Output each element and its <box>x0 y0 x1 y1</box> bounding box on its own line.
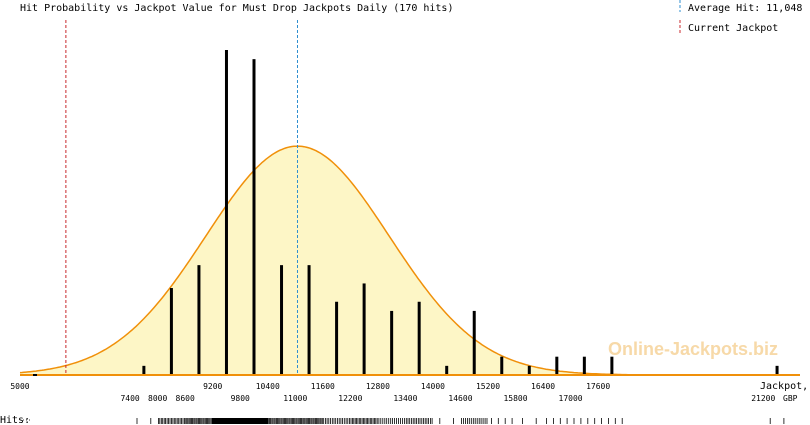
bar-8900 <box>197 265 201 375</box>
bar-11300 <box>307 265 311 375</box>
hits-label: Hits: <box>0 415 30 425</box>
tick-label-9800: 9800 <box>231 394 250 403</box>
bar-11900 <box>335 301 339 375</box>
tick-label-17000: 17000 <box>559 394 583 403</box>
bar-12500 <box>362 283 366 375</box>
tick-label-11600: 11600 <box>311 382 335 391</box>
tick-label-15200: 15200 <box>476 382 500 391</box>
tick-label-5000: 5000 <box>10 382 29 391</box>
bar-8300 <box>169 288 173 375</box>
bar-15500 <box>500 356 504 375</box>
tick-label-13400: 13400 <box>393 394 417 403</box>
bar-10100 <box>252 59 256 375</box>
watermark: Online-Jackpots.biz <box>608 339 778 359</box>
bar-16700 <box>555 356 559 375</box>
tick-label-16400: 16400 <box>531 382 555 391</box>
tick-label-14600: 14600 <box>448 394 472 403</box>
hits-rug <box>20 418 785 424</box>
legend: Average Hit: 11,048 Current Jackpot <box>679 0 802 34</box>
tick-label-12800: 12800 <box>366 382 390 391</box>
bar-7700 <box>142 365 146 375</box>
bar-10700 <box>280 265 284 375</box>
distribution-fill <box>20 146 800 375</box>
bar-17300 <box>582 356 586 375</box>
x-axis-ticks: 5000 9200 10400 11600 12800 14000 15200 16400 17… <box>10 382 775 403</box>
bar-13700 <box>417 301 421 375</box>
bar-21500 <box>775 365 779 375</box>
tick-label-17600: 17600 <box>586 382 610 391</box>
tick-label-21200: 21200 <box>751 394 775 403</box>
tick-label-14000: 14000 <box>421 382 445 391</box>
bar-17900 <box>610 356 614 375</box>
tick-label-12200: 12200 <box>338 394 362 403</box>
tick-label-8000: 8000 <box>148 394 167 403</box>
chart-title: Hit Probability vs Jackpot Value for Mus… <box>20 3 453 14</box>
bar-16100 <box>527 365 531 375</box>
tick-label-15800: 15800 <box>503 394 527 403</box>
tick-label-9200: 9200 <box>203 382 222 391</box>
tick-label-11000: 11000 <box>283 394 307 403</box>
x-axis-label: Jackpot, <box>760 381 808 392</box>
tick-label-8600: 8600 <box>176 394 195 403</box>
x-axis-unit: GBP <box>783 394 798 403</box>
bar-9500 <box>224 50 228 375</box>
legend-current-label: Current Jackpot <box>688 23 778 34</box>
bar-14900 <box>472 310 476 375</box>
tick-label-7400: 7400 <box>120 394 139 403</box>
legend-average-label: Average Hit: 11,048 <box>688 3 802 14</box>
bar-13100 <box>390 310 394 375</box>
tick-label-10400: 10400 <box>256 382 280 391</box>
plot-area <box>19 20 800 376</box>
bar-14300 <box>445 365 449 375</box>
